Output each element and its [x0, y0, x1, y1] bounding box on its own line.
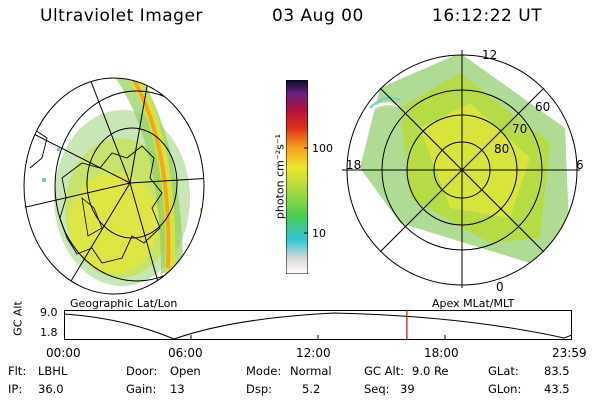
- info-seq-label: Seq:: [364, 382, 390, 396]
- info-gain: Gain: 13: [126, 382, 185, 396]
- info-glon-label: GLon:: [488, 382, 522, 396]
- info-dsp: Dsp: 5.2: [246, 382, 320, 396]
- mlat-label-70: 70: [512, 122, 528, 136]
- mlt-label-6: 6: [576, 158, 584, 172]
- info-glon-value: 43.5: [544, 382, 570, 396]
- info-glat-value: 83.5: [544, 364, 570, 378]
- geographic-image: [23, 77, 205, 295]
- info-gcalt-value: 9.0 Re: [412, 364, 449, 378]
- info-mode-value: Normal: [290, 364, 332, 378]
- timeline-ytick-9: 9.0: [40, 306, 58, 319]
- timeline-ylabel: GC Alt: [11, 301, 25, 336]
- timeline-xtick-1: 06:00: [168, 346, 203, 360]
- info-gain-label: Gain:: [126, 382, 157, 396]
- date-label: 03 Aug 00: [272, 6, 364, 26]
- info-dsp-label: Dsp:: [246, 382, 273, 396]
- instrument-title: Ultraviolet Imager: [40, 6, 203, 26]
- timeline-xtick-4: 23:59: [552, 346, 587, 360]
- mlt-label-12: 12: [482, 48, 498, 62]
- colorbar-gradient: [285, 79, 309, 275]
- info-ip: IP: 36.0: [8, 382, 64, 396]
- timeline-xtick-0: 00:00: [46, 346, 81, 360]
- magnetic-label: Apex MLat/MLT: [432, 297, 515, 310]
- info-gcalt: GC Alt: 9.0 Re: [364, 364, 449, 378]
- colorbar-tick-10: 10: [312, 227, 326, 240]
- mlat-label-60: 60: [535, 100, 551, 114]
- info-door: Door: Open: [126, 364, 201, 378]
- info-gain-value: 13: [170, 382, 185, 396]
- mlat-label-80: 80: [494, 142, 510, 156]
- info-door-value: Open: [170, 364, 201, 378]
- info-flt: Flt: LBHL: [8, 364, 67, 378]
- info-door-label: Door:: [126, 364, 158, 378]
- geographic-label: Geographic Lat/Lon: [70, 297, 178, 310]
- info-seq-value: 39: [400, 382, 415, 396]
- mlt-label-18: 18: [346, 158, 362, 172]
- info-flt-value: LBHL: [38, 364, 68, 378]
- info-glon: GLon: 43.5: [488, 382, 570, 396]
- info-ip-value: 36.0: [38, 382, 64, 396]
- info-gcalt-label: GC Alt:: [364, 364, 405, 378]
- info-ip-label: IP:: [8, 382, 23, 396]
- info-glat-label: GLat:: [488, 364, 519, 378]
- magnetic-polar-panel: [340, 48, 580, 288]
- info-mode-label: Mode:: [246, 364, 282, 378]
- colorbar: [285, 79, 309, 275]
- time-label: 16:12:22 UT: [432, 6, 543, 26]
- mlt-label-0: 0: [496, 280, 504, 294]
- timeline-chart: [63, 310, 573, 340]
- info-flt-label: Flt:: [8, 364, 27, 378]
- colorbar-tick-100: 100: [312, 142, 333, 155]
- magnetic-polar-plot: [342, 50, 580, 288]
- timeline-xtick-2: 12:00: [296, 346, 331, 360]
- info-dsp-value: 5.2: [302, 382, 321, 396]
- geographic-image-panel: [22, 58, 212, 296]
- info-mode: Mode: Normal: [246, 364, 332, 378]
- colorbar-unit-label: photon cm⁻²s⁻¹: [273, 133, 287, 220]
- timeline-xtick-3: 18:00: [424, 346, 459, 360]
- info-seq: Seq: 39: [364, 382, 415, 396]
- timeline-svg: [63, 310, 573, 340]
- timeline-ytick-1: 1.8: [40, 326, 58, 339]
- info-glat: GLat: 83.5: [488, 364, 570, 378]
